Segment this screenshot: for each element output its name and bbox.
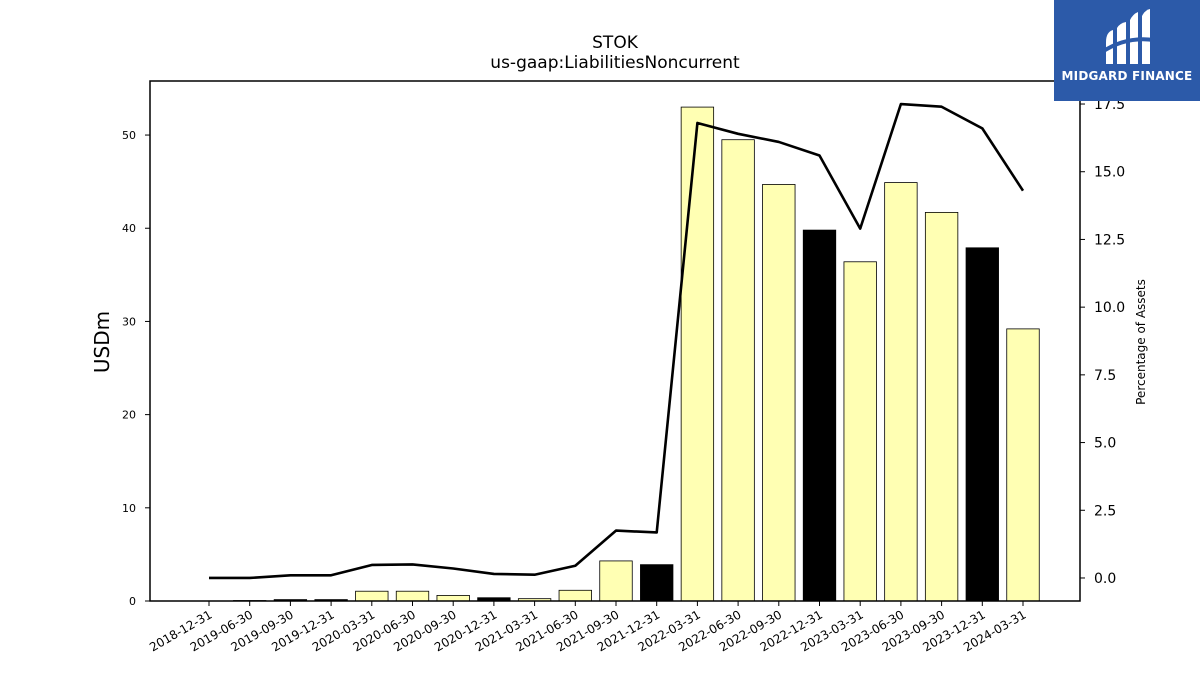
y2-tick-label: 17.5	[1094, 97, 1125, 113]
y2-tick-label: 15.0	[1094, 165, 1125, 181]
bar	[1006, 328, 1040, 602]
plot-frame	[149, 80, 1081, 602]
y-tick-label: 10	[122, 502, 136, 515]
bar	[843, 261, 877, 602]
y2-tick-label: 2.5	[1094, 503, 1116, 519]
bar	[558, 589, 592, 602]
bar	[924, 211, 959, 602]
bar	[355, 590, 389, 602]
logo-text: MIDGARD FINANCE	[1061, 69, 1193, 83]
y-tick-label: 40	[122, 222, 136, 235]
midgard-finance-logo: MIDGARD FINANCE	[1054, 0, 1200, 101]
bar	[721, 139, 755, 602]
y-axis-label: USDm	[90, 311, 114, 373]
bar	[395, 590, 430, 602]
y2-tick-label: 0.0	[1094, 571, 1116, 587]
bar	[599, 560, 633, 602]
y2-tick-label: 7.5	[1094, 368, 1116, 384]
bar	[680, 106, 715, 602]
chart-subtitle: us-gaap:LiabilitiesNoncurrent	[490, 53, 740, 73]
y-tick-label: 30	[122, 315, 136, 328]
bar	[802, 229, 837, 602]
chart-title: STOK	[592, 33, 639, 53]
bar	[762, 184, 796, 602]
bar	[640, 564, 674, 602]
y2-tick-label: 5.0	[1094, 436, 1116, 452]
bar	[884, 182, 918, 602]
series-line	[209, 102, 1025, 580]
y-tick-label: 20	[122, 409, 136, 422]
y2-tick-label: 10.0	[1094, 300, 1125, 316]
bar	[965, 247, 999, 602]
midgard-finance-logo-icon	[1100, 9, 1155, 64]
y2-axis-label: Percentage of Assets	[1134, 279, 1148, 405]
y2-tick-label: 12.5	[1094, 232, 1125, 248]
y-tick-label: 0	[129, 595, 136, 608]
bar	[436, 595, 470, 602]
y-tick-label: 50	[122, 129, 136, 142]
